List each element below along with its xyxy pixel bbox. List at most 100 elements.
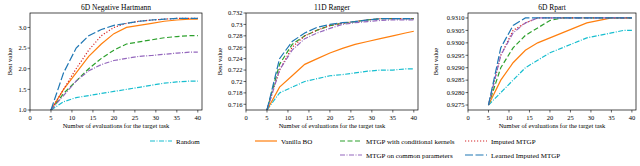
x-tick-label: 0 (28, 114, 31, 121)
legend-swatch (465, 154, 487, 155)
x-tick (113, 110, 114, 113)
y-tick (244, 13, 247, 14)
x-tick-label: 30 (153, 114, 160, 121)
figure: 1.01.52.02.53.005101520253035406D Negati… (0, 0, 640, 166)
y-tick-label: 3.0 (18, 24, 26, 31)
y-tick-label: 0.9305 (447, 27, 465, 34)
y-tick-label: 1.5 (18, 86, 26, 93)
x-tick (329, 110, 330, 113)
legend-label: MTGP with conditional kernels (366, 138, 455, 146)
title: 6D Rpart (538, 3, 567, 12)
series-line (488, 18, 631, 105)
y-tick (28, 48, 31, 49)
y-tick-label: 0.9280 (447, 89, 465, 96)
panel: 0.716 0.718 0.72 0.722 0.724 0.726 0.728 0.73 0.… (216, 3, 418, 129)
series-group (51, 18, 198, 110)
x-tick-label: 35 (174, 114, 181, 121)
y-tick (466, 105, 469, 106)
y-tick-label: 0.718 (228, 89, 243, 96)
x-tick-label: 30 (588, 114, 595, 121)
x-tick-label: 25 (567, 114, 574, 121)
legend-swatch (340, 154, 362, 155)
legend-swatch (150, 140, 172, 141)
x-tick (92, 110, 93, 113)
x-tick-label: 35 (608, 114, 615, 121)
x-tick (371, 110, 372, 113)
y-tick-label: 0.732 (228, 9, 243, 16)
series-line (488, 18, 631, 105)
series-line (267, 20, 414, 110)
y-tick-label: 2.0 (18, 65, 26, 72)
y-tick (244, 81, 247, 82)
y-tick-label: 0.724 (228, 55, 243, 62)
x-tick (197, 110, 198, 113)
x-tick (570, 110, 571, 113)
series-line (488, 18, 631, 105)
x-tick (50, 110, 51, 113)
y-tick (244, 47, 247, 48)
legend-swatch (255, 140, 277, 141)
y-tick (28, 27, 31, 28)
series-line (267, 19, 414, 110)
legend-label: Vanilla BO (281, 138, 312, 146)
series-line (51, 18, 198, 110)
series-line (488, 18, 631, 105)
x-tick (488, 110, 489, 113)
series-line (51, 81, 198, 110)
x-tick-label: 10 (69, 114, 76, 121)
x-tick-label: 20 (547, 114, 554, 121)
x-tick (246, 110, 247, 113)
y-tick (466, 67, 469, 68)
x-tick (590, 110, 591, 113)
x-tick (71, 110, 72, 113)
x-tick-label: 5 (265, 114, 268, 121)
x-tick (631, 110, 632, 113)
y-tick-label: 0.716 (228, 101, 243, 108)
x-tick-label: 25 (132, 114, 139, 121)
y-tick-label: 0.73 (231, 21, 242, 28)
x-tick-label: 10 (506, 114, 513, 121)
x-tick-label: 40 (195, 114, 202, 121)
y-tick-label: 0.728 (228, 32, 243, 39)
x-tick (266, 110, 267, 113)
panel: 0.92750.92800.92850.92900.92950.93000.93… (432, 3, 636, 129)
x-tick-label: 35 (390, 114, 397, 121)
y-tick-label: 0.722 (228, 66, 243, 73)
x-tick (529, 110, 530, 113)
x-tick (549, 110, 550, 113)
series-line (51, 18, 198, 110)
y-tick-label: 0.9290 (447, 64, 465, 71)
x-tick-label: 15 (526, 114, 533, 121)
y-tick (244, 92, 247, 93)
frame (30, 13, 202, 110)
x-tick (308, 110, 309, 113)
series-line (267, 31, 414, 110)
x-tick (287, 110, 288, 113)
x-tick (134, 110, 135, 113)
y-tick-label: 0.72 (231, 78, 242, 85)
series-line (267, 69, 414, 110)
legend-label: MTGP on common parameters (366, 152, 453, 160)
legend-label: Random (176, 138, 200, 146)
frame (246, 13, 418, 110)
x-tick (30, 110, 31, 113)
y-tick (28, 110, 31, 111)
x-label: Number of evaluations for the target tas… (63, 122, 170, 129)
x-tick-label: 10 (285, 114, 292, 121)
y-tick-label: 1.0 (18, 106, 26, 113)
x-tick-label: 25 (348, 114, 355, 121)
y-tick (466, 42, 469, 43)
series-group (267, 19, 414, 110)
y-tick (28, 68, 31, 69)
y-tick (466, 17, 469, 18)
y-tick-label: 0.9275 (447, 101, 465, 108)
y-tick-label: 0.9295 (447, 52, 465, 59)
x-tick (508, 110, 509, 113)
series-line (267, 19, 414, 110)
series-line (488, 18, 631, 105)
y-tick (244, 24, 247, 25)
y-tick-label: 0.726 (228, 44, 243, 51)
title: 11D Ranger (314, 3, 351, 12)
x-tick-label: 40 (629, 114, 636, 121)
y-label: Best value (216, 48, 223, 75)
